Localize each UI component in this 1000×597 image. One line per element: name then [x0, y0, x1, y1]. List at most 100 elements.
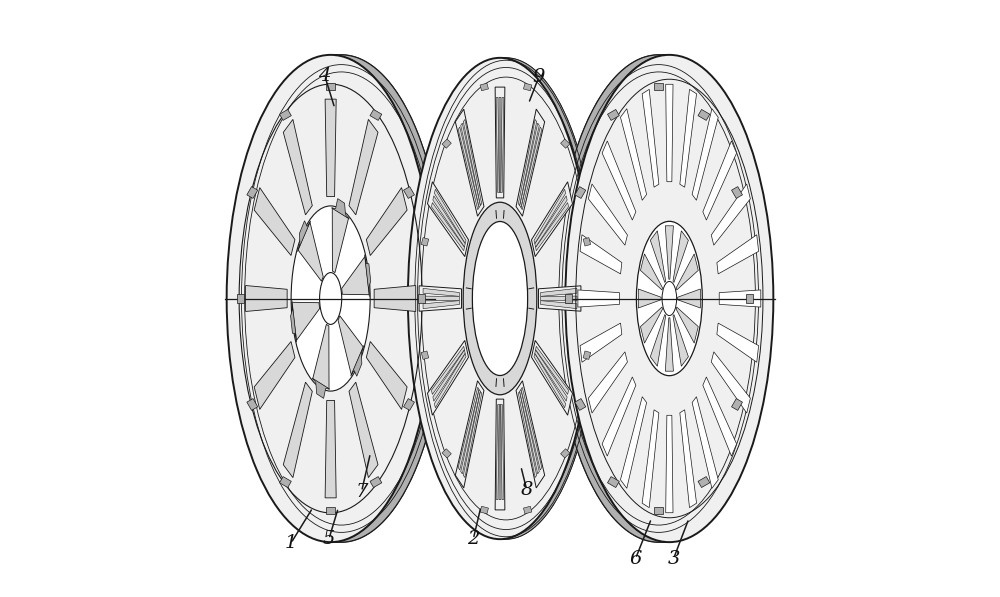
Polygon shape: [580, 235, 622, 274]
Polygon shape: [583, 351, 591, 359]
Polygon shape: [665, 318, 673, 371]
Polygon shape: [455, 109, 484, 216]
Ellipse shape: [320, 273, 342, 324]
Polygon shape: [326, 507, 335, 514]
Polygon shape: [516, 109, 545, 216]
Polygon shape: [338, 316, 363, 375]
Text: 6: 6: [629, 550, 642, 568]
Polygon shape: [620, 109, 647, 200]
Polygon shape: [588, 352, 627, 413]
Polygon shape: [638, 289, 661, 308]
Polygon shape: [423, 301, 459, 309]
Polygon shape: [280, 109, 291, 121]
Text: 8: 8: [521, 481, 533, 499]
Polygon shape: [404, 399, 414, 410]
Ellipse shape: [227, 55, 435, 542]
Polygon shape: [580, 323, 622, 362]
Polygon shape: [421, 351, 429, 359]
Polygon shape: [423, 296, 459, 301]
Polygon shape: [732, 187, 742, 198]
Polygon shape: [665, 226, 673, 279]
Polygon shape: [325, 99, 336, 196]
Text: 1: 1: [285, 534, 297, 552]
Polygon shape: [535, 196, 567, 247]
Polygon shape: [640, 307, 663, 343]
Polygon shape: [692, 397, 718, 488]
Polygon shape: [654, 83, 663, 90]
Polygon shape: [312, 378, 330, 398]
Polygon shape: [366, 341, 407, 410]
Polygon shape: [313, 324, 329, 389]
Polygon shape: [495, 399, 505, 510]
Polygon shape: [602, 377, 636, 456]
Polygon shape: [711, 184, 750, 245]
Polygon shape: [575, 187, 586, 198]
Polygon shape: [520, 123, 539, 208]
Polygon shape: [280, 476, 291, 488]
Polygon shape: [433, 196, 465, 247]
Polygon shape: [608, 109, 619, 121]
Polygon shape: [283, 382, 312, 478]
Ellipse shape: [565, 55, 773, 542]
Polygon shape: [711, 352, 750, 413]
Polygon shape: [676, 307, 698, 343]
Polygon shape: [434, 353, 466, 408]
Polygon shape: [521, 387, 542, 470]
Polygon shape: [501, 404, 504, 500]
Polygon shape: [421, 238, 429, 246]
Polygon shape: [650, 231, 666, 282]
Polygon shape: [541, 288, 577, 296]
Polygon shape: [555, 55, 669, 542]
Ellipse shape: [237, 55, 445, 542]
Polygon shape: [703, 141, 737, 220]
Polygon shape: [349, 382, 378, 478]
Polygon shape: [565, 294, 572, 303]
Polygon shape: [463, 392, 482, 478]
Ellipse shape: [414, 58, 598, 539]
Polygon shape: [531, 182, 572, 257]
Polygon shape: [370, 476, 382, 488]
Polygon shape: [501, 97, 504, 193]
Polygon shape: [442, 449, 451, 458]
Polygon shape: [495, 87, 505, 198]
Polygon shape: [698, 109, 710, 121]
Polygon shape: [608, 476, 619, 488]
Polygon shape: [654, 507, 663, 514]
Polygon shape: [666, 416, 673, 513]
Polygon shape: [518, 392, 537, 478]
Polygon shape: [480, 83, 488, 91]
Polygon shape: [463, 119, 482, 205]
Polygon shape: [676, 254, 698, 290]
Polygon shape: [717, 235, 759, 274]
Polygon shape: [404, 187, 414, 198]
Ellipse shape: [636, 221, 702, 376]
Polygon shape: [678, 289, 700, 308]
Polygon shape: [583, 238, 591, 246]
Polygon shape: [247, 187, 258, 198]
Ellipse shape: [662, 281, 677, 316]
Polygon shape: [673, 231, 688, 282]
Polygon shape: [692, 109, 718, 200]
Polygon shape: [541, 296, 577, 301]
Polygon shape: [433, 350, 465, 401]
Polygon shape: [365, 255, 371, 297]
Polygon shape: [283, 119, 312, 215]
Polygon shape: [521, 127, 542, 210]
Polygon shape: [254, 341, 295, 410]
Polygon shape: [640, 254, 663, 290]
Polygon shape: [423, 288, 459, 296]
Polygon shape: [458, 387, 479, 470]
Polygon shape: [499, 97, 501, 192]
Polygon shape: [535, 350, 567, 401]
Polygon shape: [461, 389, 480, 474]
Polygon shape: [298, 222, 323, 281]
Text: 3: 3: [667, 550, 680, 568]
Text: 2: 2: [467, 530, 479, 548]
Polygon shape: [370, 109, 382, 121]
Polygon shape: [680, 90, 697, 187]
Polygon shape: [434, 189, 466, 244]
Polygon shape: [523, 83, 532, 91]
Polygon shape: [374, 285, 416, 312]
Polygon shape: [351, 346, 364, 376]
Polygon shape: [292, 302, 320, 340]
